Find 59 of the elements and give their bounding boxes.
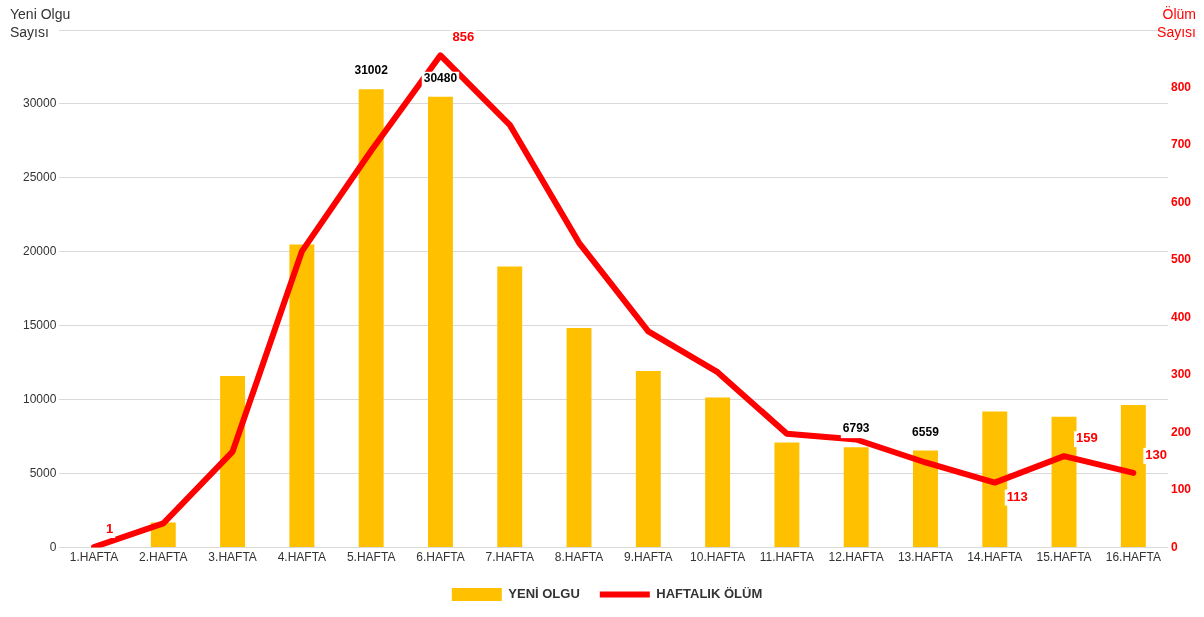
bar: [289, 244, 315, 548]
bar: [913, 450, 938, 548]
x-tick-label: 8.HAFTA: [554, 550, 604, 565]
y2-tick-label: 0: [1170, 539, 1178, 554]
y-tick-label: 15000: [22, 318, 57, 333]
data-label: 130: [1145, 446, 1168, 462]
x-tick-label: 1.HAFTA: [69, 550, 119, 565]
y2-axis-title: Ölüm Sayısı: [1157, 4, 1196, 40]
legend-label: YENİ OLGU: [508, 586, 580, 602]
y-tick-label: 10000: [22, 392, 57, 407]
y-tick-label: 25000: [22, 170, 57, 185]
bar: [427, 96, 453, 548]
y-tick-label: 0: [49, 539, 57, 554]
y2-tick-label: 700: [1170, 137, 1192, 152]
bar: [497, 266, 523, 548]
data-label: 856: [452, 29, 475, 45]
data-label: 30480: [423, 71, 458, 86]
x-tick-label: 2.HAFTA: [139, 550, 188, 565]
x-tick-label: 3.HAFTA: [208, 550, 257, 565]
data-label: 113: [1006, 488, 1028, 504]
x-tick-label: 6.HAFTA: [416, 550, 465, 565]
x-tick-label: 10.HAFTA: [690, 550, 746, 565]
data-label: 6793: [842, 421, 870, 436]
bar: [566, 327, 592, 548]
x-tick-label: 9.HAFTA: [624, 550, 673, 565]
bar: [220, 376, 246, 548]
x-tick-label: 12.HAFTA: [828, 550, 884, 565]
y2-tick-label: 600: [1170, 194, 1192, 209]
bar: [705, 397, 731, 548]
x-tick-label: 16.HAFTA: [1105, 550, 1161, 565]
y2-tick-label: 100: [1170, 482, 1192, 497]
y2-tick-label: 400: [1170, 309, 1192, 324]
x-tick-label: 13.HAFTA: [897, 550, 954, 565]
x-tick-label: 15.HAFTA: [1036, 550, 1092, 565]
bar: [774, 442, 800, 548]
x-tick-label: 5.HAFTA: [346, 550, 396, 565]
y2-tick-label: 800: [1170, 79, 1192, 94]
data-label: 1: [106, 521, 114, 537]
y-tick-label: 5000: [29, 465, 57, 480]
x-tick-label: 7.HAFTA: [485, 550, 534, 565]
y2-tick-label: 300: [1170, 367, 1192, 382]
y-axis-title: Yeni Olgu Sayısı: [10, 5, 71, 40]
x-tick-label: 11.HAFTA: [759, 550, 815, 565]
bar: [1120, 404, 1146, 548]
bar: [358, 89, 384, 548]
bar: [635, 370, 661, 548]
y2-tick-label: 500: [1170, 252, 1192, 267]
bar: [843, 447, 869, 548]
x-tick-label: 4.HAFTA: [277, 550, 327, 565]
x-tick-label: 14.HAFTA: [967, 550, 1023, 565]
data-label: 6559: [912, 424, 940, 439]
data-label: 31002: [354, 63, 389, 78]
data-label: 159: [1076, 430, 1098, 446]
bar: [1051, 416, 1077, 548]
legend-label: HAFTALIK ÖLÜM: [656, 586, 763, 602]
y-tick-label: 20000: [22, 244, 57, 259]
bar: [982, 411, 1008, 548]
y2-tick-label: 200: [1170, 424, 1192, 439]
y-tick-label: 30000: [22, 96, 57, 111]
